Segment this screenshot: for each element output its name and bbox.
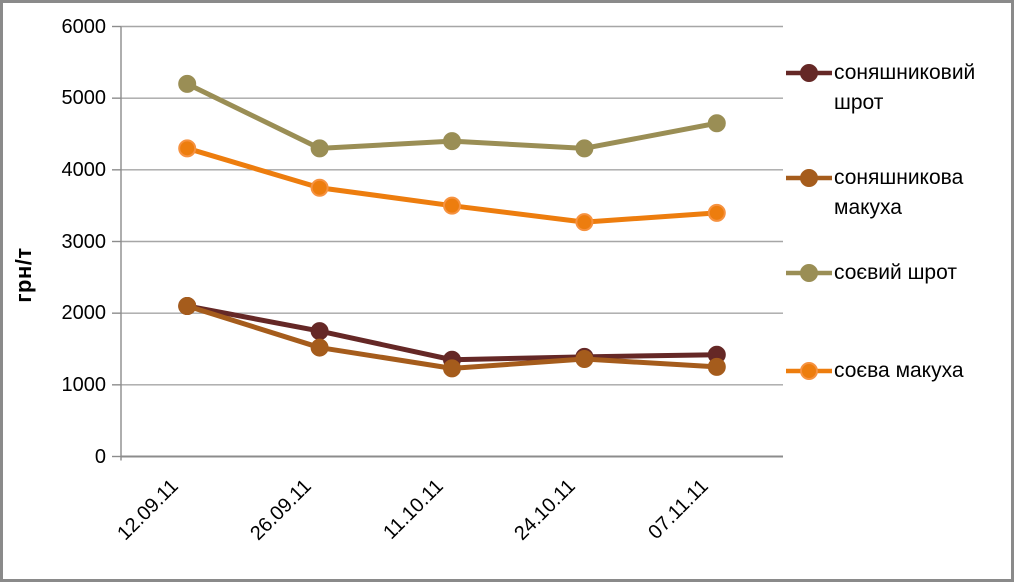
y-tick-label: 3000 xyxy=(61,230,107,253)
legend-series-marker-icon xyxy=(786,169,832,187)
legend-item-label: соєвий шрот xyxy=(834,261,957,284)
data-point-marker xyxy=(575,213,594,232)
data-point-marker xyxy=(443,196,461,215)
data-point-marker xyxy=(310,178,329,197)
data-point-marker xyxy=(178,74,197,93)
data-point-marker xyxy=(310,338,329,357)
data-point-marker xyxy=(443,132,461,151)
data-point-marker xyxy=(310,139,329,158)
y-tick-label: 5000 xyxy=(61,87,107,110)
y-tick-label: 1000 xyxy=(61,373,107,396)
chart-legend: соняшниковий шрот соняшникова макуха соєви… xyxy=(786,3,1014,585)
y-tick-label: 0 xyxy=(94,445,106,468)
legend-item-label: соєва макуха xyxy=(834,359,964,382)
data-point-marker xyxy=(575,139,594,158)
data-point-marker xyxy=(575,350,594,369)
data-point-marker xyxy=(707,114,726,133)
legend-item-3: соєвий шрот xyxy=(786,258,1014,288)
legend-series-marker-icon xyxy=(786,264,832,282)
legend-item-2: соняшникова макуха xyxy=(786,163,1014,223)
data-point-marker xyxy=(707,357,726,376)
data-point-marker xyxy=(178,139,197,158)
legend-item-label: соняшниковий шрот xyxy=(834,61,976,114)
y-tick-label: 4000 xyxy=(61,158,107,181)
data-point-marker xyxy=(178,297,197,315)
y-tick-label: 2000 xyxy=(61,302,107,325)
data-point-marker xyxy=(310,322,329,341)
line-chart-canvas xyxy=(112,25,783,461)
legend-item-1: соняшниковий шрот xyxy=(786,58,1014,118)
legend-item-label: соняшникова макуха xyxy=(834,166,964,219)
legend-series-marker-icon xyxy=(786,362,832,380)
data-point-marker xyxy=(707,203,726,222)
data-point-marker xyxy=(443,359,461,378)
legend-series-marker-icon xyxy=(786,64,832,82)
y-tick-label: 6000 xyxy=(61,15,107,38)
legend-item-4: соєва макуха xyxy=(786,356,1014,386)
